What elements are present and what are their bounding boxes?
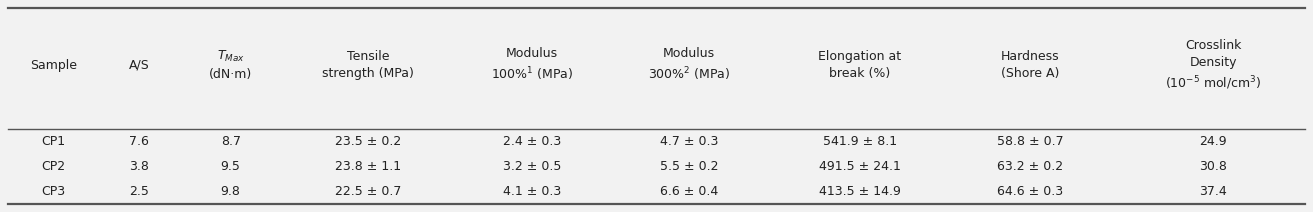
Text: 37.4: 37.4 <box>1200 185 1228 198</box>
Text: Modulus
300%$^2$ (MPa): Modulus 300%$^2$ (MPa) <box>649 47 730 83</box>
Text: CP3: CP3 <box>42 185 66 198</box>
Text: 4.7 ± 0.3: 4.7 ± 0.3 <box>660 135 718 148</box>
Text: 541.9 ± 8.1: 541.9 ± 8.1 <box>822 135 897 148</box>
Text: 64.6 ± 0.3: 64.6 ± 0.3 <box>997 185 1064 198</box>
Text: 63.2 ± 0.2: 63.2 ± 0.2 <box>997 160 1064 173</box>
Text: CP1: CP1 <box>42 135 66 148</box>
Text: 30.8: 30.8 <box>1199 160 1228 173</box>
Text: 4.1 ± 0.3: 4.1 ± 0.3 <box>503 185 561 198</box>
Text: 23.8 ± 1.1: 23.8 ± 1.1 <box>335 160 402 173</box>
Text: 6.6 ± 0.4: 6.6 ± 0.4 <box>660 185 718 198</box>
Text: 22.5 ± 0.7: 22.5 ± 0.7 <box>335 185 402 198</box>
Text: Hardness
(Shore A): Hardness (Shore A) <box>1001 50 1060 80</box>
Text: A/S: A/S <box>129 59 150 72</box>
Text: Modulus
100%$^1$ (MPa): Modulus 100%$^1$ (MPa) <box>491 47 574 83</box>
Text: 24.9: 24.9 <box>1200 135 1228 148</box>
Text: 23.5 ± 0.2: 23.5 ± 0.2 <box>335 135 402 148</box>
Text: 3.2 ± 0.5: 3.2 ± 0.5 <box>503 160 561 173</box>
Text: CP2: CP2 <box>42 160 66 173</box>
Text: 2.5: 2.5 <box>129 185 148 198</box>
Text: 9.5: 9.5 <box>221 160 240 173</box>
Text: Elongation at
break (%): Elongation at break (%) <box>818 50 901 80</box>
Text: Tensile
strength (MPa): Tensile strength (MPa) <box>322 50 414 80</box>
Text: 8.7: 8.7 <box>221 135 240 148</box>
Text: 413.5 ± 14.9: 413.5 ± 14.9 <box>818 185 901 198</box>
Text: $T_{Max}$
(dN·m): $T_{Max}$ (dN·m) <box>209 49 252 81</box>
Text: Sample: Sample <box>30 59 77 72</box>
Text: Crosslink
Density
($10^{-5}$ mol/cm$^3$): Crosslink Density ($10^{-5}$ mol/cm$^3$) <box>1165 39 1262 92</box>
Text: 491.5 ± 24.1: 491.5 ± 24.1 <box>818 160 901 173</box>
Text: 9.8: 9.8 <box>221 185 240 198</box>
Text: 5.5 ± 0.2: 5.5 ± 0.2 <box>660 160 718 173</box>
Text: 3.8: 3.8 <box>129 160 148 173</box>
Text: 7.6: 7.6 <box>129 135 148 148</box>
Text: 58.8 ± 0.7: 58.8 ± 0.7 <box>997 135 1064 148</box>
Text: 2.4 ± 0.3: 2.4 ± 0.3 <box>503 135 561 148</box>
